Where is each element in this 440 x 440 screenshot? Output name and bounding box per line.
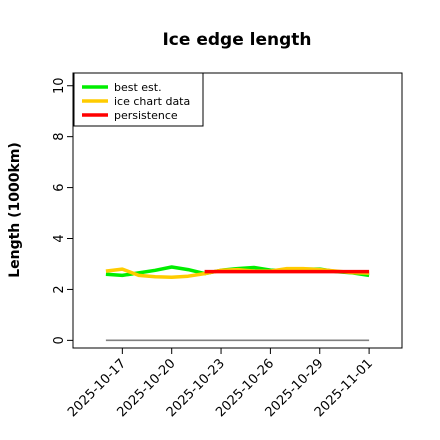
legend-label: best est.: [114, 81, 162, 94]
chart-title: Ice edge length: [162, 30, 311, 50]
y-tick-label: 6: [52, 183, 67, 191]
y-tick-label: 2: [52, 285, 67, 293]
series-layer: [105, 265, 370, 342]
legend-box: [73, 72, 204, 127]
legend-label: persistence: [114, 109, 178, 122]
y-tick-label: 0: [52, 336, 67, 344]
plot-area: [105, 265, 370, 342]
y-axis-label: Length (1000km): [7, 142, 23, 278]
y-tick-label: 8: [52, 133, 67, 141]
y-tick-label: 4: [52, 234, 67, 242]
x-axis-ticks: 2025-10-172025-10-202025-10-232025-10-26…: [65, 348, 376, 420]
legend-label: ice chart data: [114, 95, 190, 108]
plot-frame: [72, 72, 403, 349]
y-axis-ticks: 0 2 4 6 8 10: [52, 77, 73, 345]
y-tick-label: 10: [52, 77, 67, 94]
